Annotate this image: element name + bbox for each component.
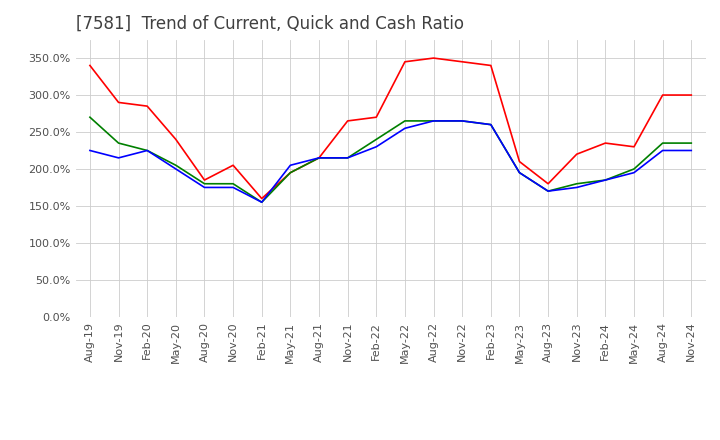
Quick Ratio: [601, 177, 610, 183]
Current Ratio: [429, 55, 438, 61]
Cash Ratio: [114, 155, 123, 161]
Cash Ratio: [400, 126, 409, 131]
Current Ratio: [86, 63, 94, 68]
Cash Ratio: [286, 163, 294, 168]
Quick Ratio: [200, 181, 209, 187]
Quick Ratio: [86, 114, 94, 120]
Text: [7581]  Trend of Current, Quick and Cash Ratio: [7581] Trend of Current, Quick and Cash …: [76, 15, 464, 33]
Current Ratio: [630, 144, 639, 150]
Quick Ratio: [258, 200, 266, 205]
Cash Ratio: [343, 155, 352, 161]
Current Ratio: [372, 114, 381, 120]
Cash Ratio: [515, 170, 523, 175]
Cash Ratio: [171, 166, 180, 172]
Quick Ratio: [343, 155, 352, 161]
Cash Ratio: [315, 155, 323, 161]
Cash Ratio: [687, 148, 696, 153]
Quick Ratio: [229, 181, 238, 187]
Current Ratio: [515, 159, 523, 164]
Cash Ratio: [86, 148, 94, 153]
Current Ratio: [544, 181, 552, 187]
Quick Ratio: [286, 170, 294, 175]
Quick Ratio: [515, 170, 523, 175]
Quick Ratio: [143, 148, 151, 153]
Quick Ratio: [171, 163, 180, 168]
Cash Ratio: [229, 185, 238, 190]
Current Ratio: [114, 100, 123, 105]
Cash Ratio: [200, 185, 209, 190]
Line: Cash Ratio: Cash Ratio: [90, 121, 691, 202]
Cash Ratio: [630, 170, 639, 175]
Current Ratio: [229, 163, 238, 168]
Line: Current Ratio: Current Ratio: [90, 58, 691, 198]
Current Ratio: [487, 63, 495, 68]
Current Ratio: [658, 92, 667, 98]
Current Ratio: [171, 137, 180, 142]
Cash Ratio: [258, 200, 266, 205]
Current Ratio: [343, 118, 352, 124]
Cash Ratio: [372, 144, 381, 150]
Quick Ratio: [315, 155, 323, 161]
Current Ratio: [458, 59, 467, 64]
Quick Ratio: [572, 181, 581, 187]
Quick Ratio: [429, 118, 438, 124]
Quick Ratio: [458, 118, 467, 124]
Quick Ratio: [658, 140, 667, 146]
Current Ratio: [601, 140, 610, 146]
Line: Quick Ratio: Quick Ratio: [90, 117, 691, 202]
Current Ratio: [400, 59, 409, 64]
Current Ratio: [315, 155, 323, 161]
Quick Ratio: [487, 122, 495, 127]
Quick Ratio: [114, 140, 123, 146]
Current Ratio: [143, 103, 151, 109]
Quick Ratio: [687, 140, 696, 146]
Current Ratio: [687, 92, 696, 98]
Cash Ratio: [544, 188, 552, 194]
Current Ratio: [200, 177, 209, 183]
Cash Ratio: [658, 148, 667, 153]
Current Ratio: [286, 170, 294, 175]
Quick Ratio: [400, 118, 409, 124]
Cash Ratio: [458, 118, 467, 124]
Cash Ratio: [601, 177, 610, 183]
Current Ratio: [258, 196, 266, 201]
Current Ratio: [572, 151, 581, 157]
Cash Ratio: [429, 118, 438, 124]
Quick Ratio: [544, 188, 552, 194]
Cash Ratio: [572, 185, 581, 190]
Quick Ratio: [630, 166, 639, 172]
Cash Ratio: [143, 148, 151, 153]
Quick Ratio: [372, 137, 381, 142]
Cash Ratio: [487, 122, 495, 127]
